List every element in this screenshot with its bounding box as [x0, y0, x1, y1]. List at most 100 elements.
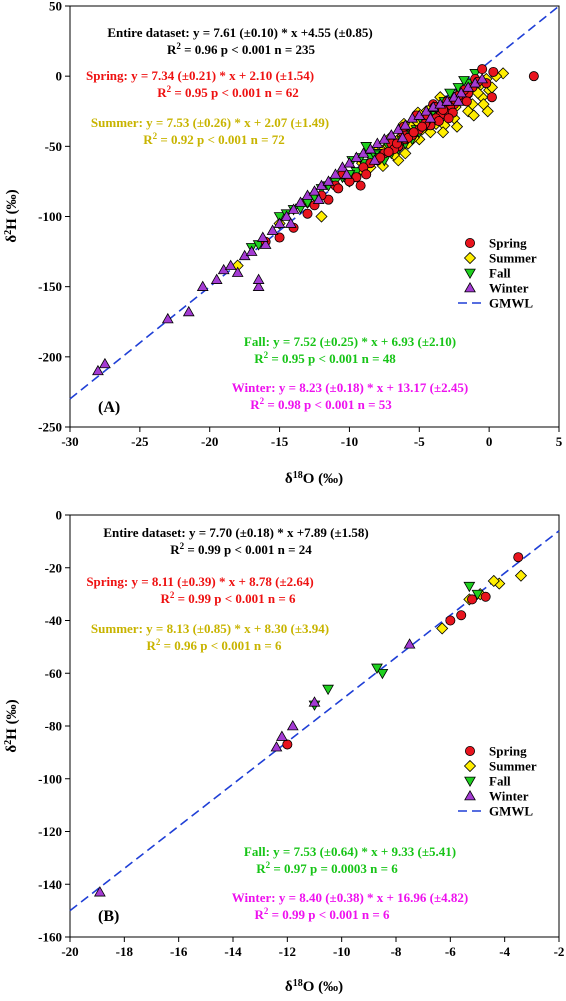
spring-point	[528, 71, 539, 82]
fall-point	[322, 684, 334, 696]
y-tick-label: -20	[45, 560, 62, 575]
y-tick-label: -100	[38, 771, 62, 786]
fall-point	[458, 76, 470, 87]
panel-a-ticks: -30 -25 -20 -15 -10 -5 0 5-250-200-150-100-5005…	[38, 0, 563, 449]
winter-point	[385, 129, 398, 140]
summer-point	[481, 105, 494, 118]
panel-b-label: (B)	[98, 908, 119, 925]
x-tick-label: -30	[61, 434, 78, 449]
annotation-equation: Winter: y = 8.23 (±0.18) * x + 13.17 (±2…	[232, 380, 468, 395]
winter-point	[252, 273, 265, 284]
spring-point	[488, 66, 499, 77]
spring-point	[477, 64, 488, 75]
panel-b-points	[93, 552, 528, 897]
y-tick-label: -140	[38, 877, 62, 892]
winter-point	[252, 280, 265, 291]
fall-point	[471, 589, 484, 601]
winter-point	[322, 175, 335, 186]
legend-fall-marker	[464, 776, 476, 788]
panel-a-xlabel: δ18O (‰)	[285, 470, 343, 488]
x-tick-label: -15	[271, 434, 289, 449]
x-tick-label: -6	[445, 944, 456, 959]
y-tick-label: -80	[45, 719, 62, 734]
fall-point	[444, 88, 456, 100]
y-tick-label: -100	[38, 209, 62, 224]
x-tick-label: -12	[279, 944, 296, 959]
spring-point	[417, 121, 428, 132]
x-tick-label: 0	[486, 434, 493, 449]
winter-point	[308, 185, 321, 196]
annotation-stats: R2 = 0.99 p < 0.001 n = 6	[254, 906, 390, 922]
legend-winter-marker	[464, 789, 476, 801]
fall-point	[376, 668, 389, 680]
panel-a: -30 -25 -20 -15 -10 -5 0 5-250-200-150-100-5005…	[3, 0, 563, 487]
annotation-equation: Summer: y = 8.13 (±0.85) * x + 8.30 (±3.…	[91, 621, 329, 636]
spring-point	[361, 169, 372, 180]
x-tick-label: -16	[170, 944, 188, 959]
fall-point	[273, 212, 286, 223]
winter-point	[403, 638, 416, 649]
panel-a-label: (A)	[98, 399, 120, 416]
legend-gmwl-label: GMWL	[489, 296, 533, 311]
winter-point	[476, 72, 489, 84]
winter-point	[287, 203, 300, 214]
summer-point	[467, 109, 480, 122]
y-tick-label: -160	[38, 930, 62, 945]
winter-point	[368, 154, 381, 165]
y-tick-label: 50	[49, 0, 62, 14]
winter-point	[276, 730, 288, 741]
annotation-equation: Spring: y = 7.34 (±0.21) * x + 2.10 (±1.…	[86, 68, 314, 83]
winter-point	[280, 210, 293, 221]
x-tick-label: -4	[499, 944, 510, 959]
annotation-stats: R2 = 0.97 p = 0.0003 n = 6	[256, 860, 398, 876]
annotation-stats: R2 = 0.99 p < 0.001 n = 24	[170, 541, 312, 557]
winter-point	[364, 143, 377, 154]
winter-point	[329, 168, 342, 179]
spring-point	[302, 208, 313, 219]
legend-fall-label: Fall	[489, 774, 511, 789]
winter-point	[245, 245, 258, 256]
legend-fall-marker	[464, 268, 476, 280]
annotation-stats: R2 = 0.92 p < 0.001 n = 72	[143, 131, 285, 147]
legend-summer-marker	[463, 759, 477, 773]
spring-point	[355, 180, 366, 191]
winter-point	[231, 266, 244, 277]
summer-point	[436, 622, 449, 635]
annotation-equation: Entire dataset: y = 7.61 (±0.10) * x +4.…	[107, 25, 372, 40]
x-tick-label: -14	[224, 944, 242, 959]
summer-point	[487, 574, 500, 588]
legend-spring-label: Spring	[489, 236, 527, 251]
spring-point	[383, 146, 394, 157]
winter-point	[340, 168, 353, 179]
x-tick-label: -10	[341, 434, 358, 449]
summer-point	[399, 147, 412, 160]
panel-b-gmwl-line	[69, 530, 560, 912]
winter-point	[93, 886, 106, 897]
winter-point	[273, 217, 286, 228]
legend-winter-label: Winter	[489, 281, 529, 296]
annotation-equation: Fall: y = 7.52 (±0.25) * x + 6.93 (±2.10…	[244, 334, 456, 349]
annotation-stats: R2 = 0.96 p < 0.001 n = 6	[146, 637, 282, 653]
annotation-stats: R2 = 0.95 p < 0.001 n = 62	[157, 84, 299, 100]
panel-b-ylabel: δ2H (‰)	[3, 699, 21, 752]
x-tick-label: -10	[333, 944, 350, 959]
legend-summer-label: Summer	[489, 759, 537, 774]
winter-point	[399, 119, 412, 130]
spring-point	[445, 615, 456, 626]
x-tick-label: -2	[554, 944, 565, 959]
winter-point	[294, 196, 307, 207]
y-tick-label: -150	[38, 279, 62, 294]
annotation-stats: R2 = 0.95 p < 0.001 n = 48	[254, 350, 396, 366]
x-tick-label: -18	[116, 944, 134, 959]
winter-point	[424, 112, 437, 123]
winter-point	[92, 364, 104, 376]
legend-gmwl-label: GMWL	[489, 804, 533, 819]
y-tick-label: -200	[38, 349, 62, 364]
spring-point	[282, 739, 293, 750]
winter-point	[259, 238, 272, 249]
winter-point	[312, 193, 325, 204]
winter-point	[256, 231, 269, 242]
y-tick-label: -120	[38, 824, 62, 839]
